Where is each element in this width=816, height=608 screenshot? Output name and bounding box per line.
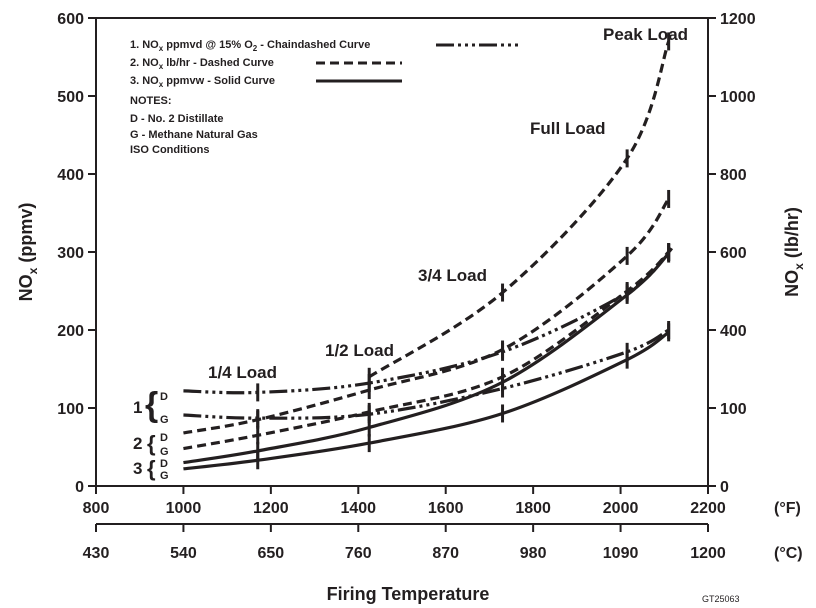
group-1-brace: {	[145, 386, 158, 424]
load-label-three-quarter: 3/4 Load	[418, 266, 487, 285]
y-left-tick-label-500: 500	[57, 89, 84, 106]
x-tick-label-f-1000: 1000	[166, 500, 202, 517]
y-left-tick-label-200: 200	[57, 323, 84, 340]
curve-group-labels: 1 { D G 2 { D G 3 { D G	[133, 386, 169, 482]
y-right-tick-label-2: 400	[720, 323, 747, 340]
x-tick-label-c-540: 540	[170, 545, 197, 562]
y-right-tick-label-1: 100	[720, 401, 747, 418]
y-left-label-main: NO	[16, 274, 36, 301]
y-left-tick-label-600: 600	[57, 11, 84, 28]
load-label-quarter: 1/4 Load	[208, 363, 277, 382]
group-3-d: D	[160, 458, 168, 470]
x-tick-label-f-1200: 1200	[253, 500, 289, 517]
legend: 1. NOx ppmvd @ 15% O2 - Chaindashed Curv…	[130, 39, 522, 156]
note-natural-gas: G - Methane Natural Gas	[130, 129, 258, 141]
group-1-number: 1	[133, 398, 142, 417]
legend-entry-3: 3. NOx ppmvw - Solid Curve	[130, 75, 275, 89]
group-1-d: D	[160, 391, 168, 403]
x-unit-f: (°F)	[774, 500, 801, 517]
y-left-label-sub: x	[26, 267, 40, 274]
group-2-number: 2	[133, 434, 142, 453]
legend-entry-1: 1. NOx ppmvd @ 15% O2 - Chaindashed Curv…	[130, 39, 370, 53]
y-right-label-main: NO	[782, 270, 802, 297]
x-tick-label-c-430: 430	[83, 545, 110, 562]
y-right-tick-label-0: 0	[720, 479, 729, 496]
curve-3-G-6	[183, 331, 670, 471]
y-left-tick-label-0: 0	[75, 479, 84, 496]
x-unit-c: (°C)	[774, 545, 803, 562]
x-tick-label-c-980: 980	[520, 545, 547, 562]
curve-2-G-3	[183, 242, 675, 451]
y-right-tick-label-4: 800	[720, 167, 747, 184]
x-tick-label-c-1200: 1200	[690, 545, 726, 562]
y-right-label-unit: (lb/hr)	[782, 207, 802, 263]
figure-id: GT25063	[702, 594, 740, 604]
y-right-tick-label-5: 1000	[720, 89, 756, 106]
legend-entry-2: 2. NOx lb/hr - Dashed Curve	[130, 57, 274, 71]
y-left-tick-label-100: 100	[57, 401, 84, 418]
curve-2-G-4	[368, 40, 671, 379]
notes-title: NOTES:	[130, 95, 172, 107]
x-tick-label-f-1600: 1600	[428, 500, 464, 517]
x-tick-label-f-2200: 2200	[690, 500, 726, 517]
load-label-full: Full Load	[530, 119, 606, 138]
x-tick-label-f-2000: 2000	[603, 500, 639, 517]
note-distillate: D - No. 2 Distillate	[130, 113, 224, 125]
y-left-tick-label-300: 300	[57, 245, 84, 262]
group-3-g: G	[160, 470, 169, 482]
y-right-axis-title: NOx (lb/hr)	[782, 207, 806, 297]
x-tick-label-c-870: 870	[432, 545, 459, 562]
load-label-peak: Peak Load	[603, 25, 688, 44]
y-left-axis-title: NOx (ppmv)	[16, 203, 40, 302]
group-2-g: G	[160, 446, 169, 458]
x-tick-label-c-1090: 1090	[603, 545, 639, 562]
x-tick-label-f-1800: 1800	[515, 500, 551, 517]
group-2-d: D	[160, 432, 168, 444]
load-label-half: 1/2 Load	[325, 341, 394, 360]
x-tick-label-f-1400: 1400	[340, 500, 376, 517]
note-iso: ISO Conditions	[130, 144, 209, 156]
group-2-brace: {	[147, 431, 156, 456]
group-1-g: G	[160, 414, 169, 426]
y-left-tick-label-400: 400	[57, 167, 84, 184]
y-right-label-sub: x	[792, 263, 806, 270]
x-tick-label-c-760: 760	[345, 545, 372, 562]
group-3-brace: {	[147, 456, 156, 481]
x-tick-label-c-650: 650	[258, 545, 285, 562]
x-tick-label-f-800: 800	[83, 500, 110, 517]
y-right-tick-label-3: 600	[720, 245, 747, 262]
group-3-number: 3	[133, 459, 142, 478]
x-axis-title: Firing Temperature	[327, 584, 490, 604]
y-right-tick-label-6: 1200	[720, 11, 756, 28]
y-left-label-unit: (ppmv)	[16, 203, 36, 268]
